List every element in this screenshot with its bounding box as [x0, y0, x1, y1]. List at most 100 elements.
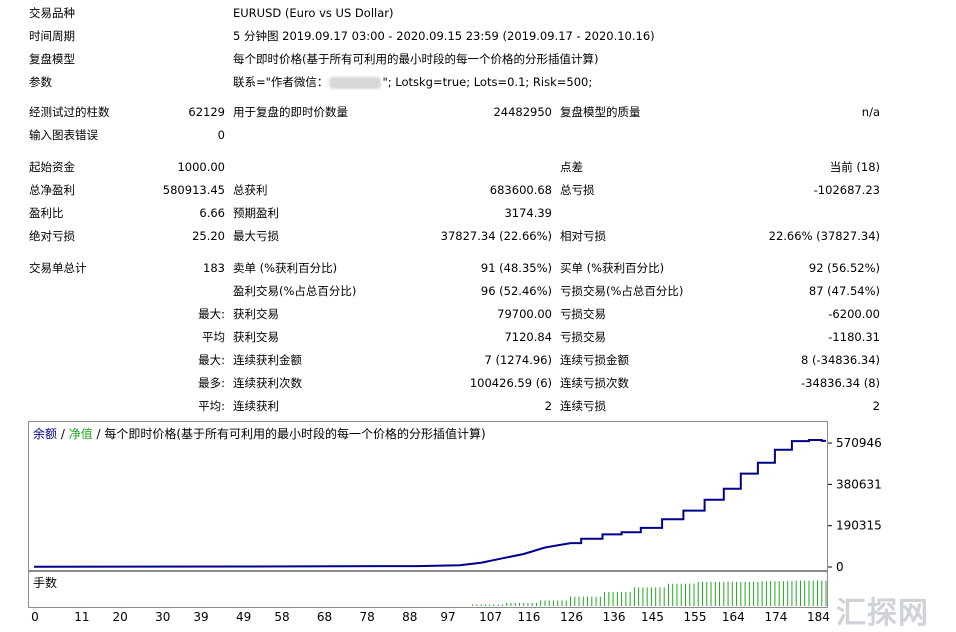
bars-tested-value: 62129 [188, 105, 225, 119]
long-positions-label: 买单 (%获利百分比) [560, 261, 665, 275]
max-drawdown-label: 最大亏损 [233, 229, 279, 243]
avg-loss-label: 亏损交易 [560, 330, 606, 344]
x-tick-label: 116 [517, 610, 540, 624]
x-tick-label: 30 [155, 610, 170, 624]
y-tick-label: 570946 [836, 436, 882, 450]
x-tick-label: 39 [193, 610, 208, 624]
quality-label: 复盘模型的质量 [560, 105, 641, 119]
avg-consec-win-value: 2 [544, 399, 552, 413]
y-axis: 570946 380631 190315 0 [828, 436, 882, 574]
legend-balance: 余额 [33, 427, 58, 441]
model-value: 每个即时价格(基于所有可利用的最小时段的每一个价格的分形插值计算) [233, 52, 599, 66]
y-tick-label: 190315 [836, 519, 882, 533]
x-tick-label: 20 [113, 610, 128, 624]
avg-consec-loss-label: 连续亏损 [560, 399, 606, 413]
legend-sep-2: / [92, 427, 105, 441]
x-tick-label: 126 [560, 610, 583, 624]
initial-deposit-label: 起始资金 [29, 160, 75, 174]
x-tick-label: 145 [641, 610, 664, 624]
largest-loss-label: 亏损交易 [560, 307, 606, 321]
abs-drawdown-label: 绝对亏损 [29, 229, 75, 243]
volume-chart: 手数 [28, 571, 828, 608]
long-positions-value: 92 (56.52%) [808, 261, 880, 275]
legend-model: 每个即时价格(基于所有可利用的最小时段的每一个价格的分形插值计算) [104, 427, 486, 441]
gross-profit-label: 总获利 [233, 183, 268, 197]
max-consec-win-amt-value: 7 (1274.96) [484, 353, 552, 367]
abs-drawdown-value: 25.20 [192, 229, 225, 243]
most-prefix: 最多: [198, 376, 225, 390]
profit-factor-label: 盈利比 [29, 206, 64, 220]
y-tick-label: 0 [836, 560, 844, 574]
avg-consec-prefix: 平均: [198, 399, 225, 413]
total-trades-value: 183 [203, 261, 225, 275]
chart-legend: 余额 / 净值 / 每个即时价格(基于所有可利用的最小时段的每一个价格的分形插值… [33, 425, 486, 442]
max-consec-prefix: 最大: [198, 353, 225, 367]
x-axis: 0 11 20 30 39 49 58 68 78 88 97 107 116 126 136 145 155 1… [31, 610, 830, 624]
bars-tested-label: 经测试过的柱数 [29, 105, 110, 119]
x-tick-label: 49 [236, 610, 251, 624]
legend-equity: 净值 [68, 427, 93, 441]
short-positions-value: 91 (48.35%) [480, 261, 552, 275]
x-tick-label: 107 [479, 610, 502, 624]
y-tick-label: 380631 [836, 477, 882, 491]
x-tick-label: 184 [807, 610, 830, 624]
symbol-value: EURUSD (Euro vs US Dollar) [233, 6, 394, 20]
gross-profit-value: 683600.68 [489, 183, 552, 197]
rel-drawdown-label: 相对亏损 [560, 229, 606, 243]
errors-value: 0 [217, 128, 225, 142]
balance-chart: 余额 / 净值 / 每个即时价格(基于所有可利用的最小时段的每一个价格的分形插值… [28, 421, 828, 571]
rel-drawdown-value: 22.66% (37827.34) [768, 229, 880, 243]
expected-payoff-value: 3174.39 [504, 206, 552, 220]
x-tick-label: 164 [722, 610, 745, 624]
average-prefix: 平均 [202, 330, 225, 344]
ticks-label: 用于复盘的即时价数量 [233, 105, 348, 119]
x-tick-label: 11 [74, 610, 89, 624]
profit-trades-value: 96 (52.46%) [480, 284, 552, 298]
max-consec-win-amt-label: 连续获利金额 [233, 353, 302, 367]
params-suffix: "; Lotskg=true; Lots=0.1; Risk=500; [382, 75, 593, 89]
largest-prefix: 最大: [198, 307, 225, 321]
x-tick-label: 0 [31, 610, 39, 624]
profit-factor-value: 6.66 [199, 206, 225, 220]
params-label: 参数 [29, 75, 52, 89]
largest-loss-value: -6200.00 [828, 307, 880, 321]
gross-loss-value: -102687.23 [813, 183, 880, 197]
gross-loss-label: 总亏损 [560, 183, 595, 197]
period-label: 时间周期 [29, 29, 75, 43]
max-consec-win-cnt-value: 100426.59 (6) [469, 376, 552, 390]
loss-trades-value: 87 (47.54%) [808, 284, 880, 298]
max-drawdown-value: 37827.34 (22.66%) [440, 229, 552, 243]
avg-consec-loss-value: 2 [872, 399, 880, 413]
total-trades-label: 交易单总计 [29, 261, 87, 275]
redacted-blur [329, 76, 382, 89]
net-profit-value: 580913.45 [162, 183, 225, 197]
legend-sep-1: / [57, 427, 69, 441]
max-consec-loss-amt-value: 8 (-34836.34) [801, 353, 880, 367]
balance-line [33, 439, 826, 568]
balance-chart-plot [33, 439, 826, 568]
volume-plot [472, 580, 827, 606]
net-profit-label: 总净盈利 [29, 183, 75, 197]
x-tick-label: 97 [440, 610, 455, 624]
symbol-label: 交易品种 [29, 6, 75, 20]
volume-label: 手数 [33, 576, 58, 590]
x-tick-label: 155 [684, 610, 707, 624]
x-tick-label: 78 [359, 610, 374, 624]
avg-loss-value: -1180.31 [828, 330, 880, 344]
max-consec-loss-cnt-value: -34836.34 (8) [801, 376, 880, 390]
avg-win-value: 7120.84 [504, 330, 552, 344]
max-consec-loss-amt-label: 连续亏损金额 [560, 353, 629, 367]
x-tick-label: 88 [402, 610, 417, 624]
params-value: 联系="作者微信： "; Lotskg=true; Lots=0.1; Risk=… [233, 74, 592, 90]
params-prefix: 联系="作者微信： [233, 75, 329, 89]
initial-deposit-value: 1000.00 [177, 160, 225, 174]
short-positions-label: 卖单 (%获利百分比) [233, 261, 338, 275]
x-tick-label: 136 [603, 610, 626, 624]
spread-label: 点差 [560, 160, 583, 174]
errors-label: 输入图表错误 [29, 128, 98, 142]
model-label: 复盘模型 [29, 52, 75, 66]
watermark: 汇探网 [836, 596, 929, 631]
ticks-value: 24482950 [493, 105, 552, 119]
x-tick-label: 68 [317, 610, 332, 624]
x-tick-label: 58 [274, 610, 289, 624]
